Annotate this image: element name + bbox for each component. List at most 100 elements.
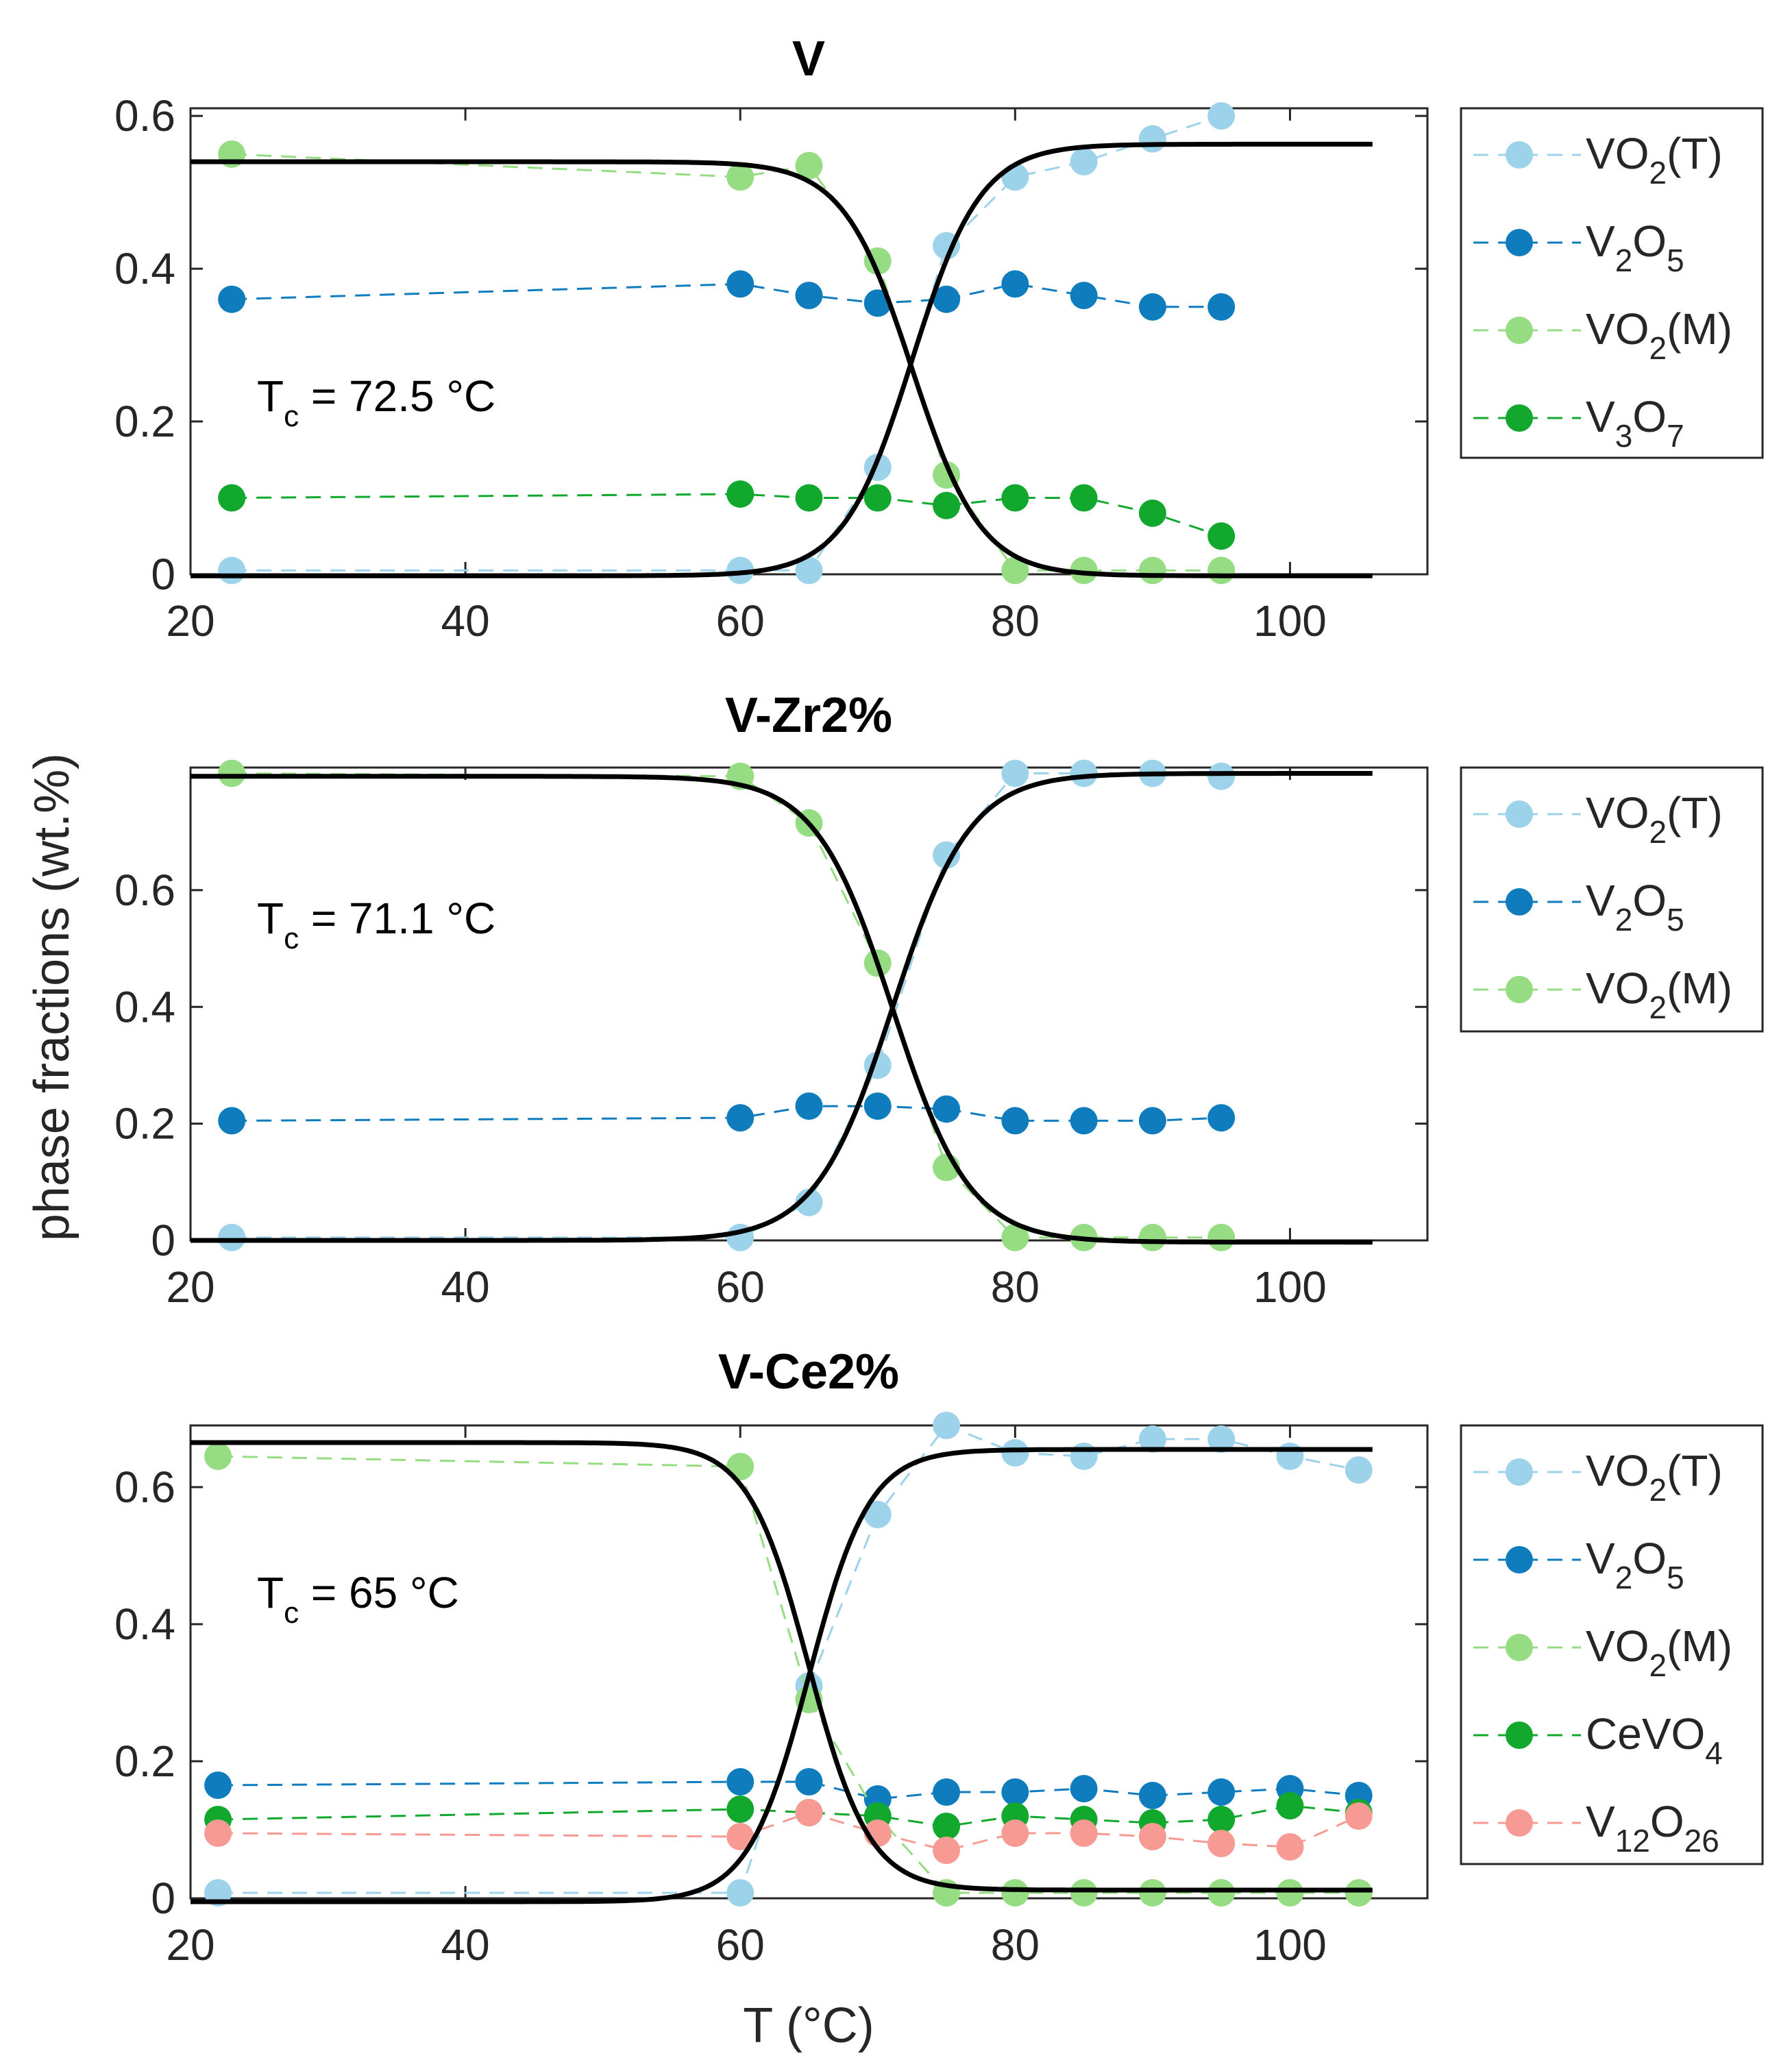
- x-tick-label: 20: [166, 1920, 214, 1970]
- panel-v-ce2: V-Ce2% Tc = 65 °C 20 40 60 80 100 0 0.2 0.4 0.6 V…: [114, 1345, 1764, 1970]
- x-tick-label: 40: [441, 1262, 490, 1312]
- data-point: [726, 556, 754, 585]
- data-point: [1207, 556, 1236, 585]
- legend-label-part: 5: [1667, 1560, 1684, 1595]
- axes-box: [189, 766, 1429, 1242]
- legend-label-part: (M): [1667, 964, 1732, 1013]
- data-point: [795, 556, 823, 585]
- legend-marker: [1506, 976, 1533, 1003]
- data-point: [726, 1768, 754, 1796]
- legend-label-part: 3: [1615, 418, 1633, 454]
- legend-label: V3O7: [1586, 392, 1684, 454]
- tc-symbol: T: [257, 894, 284, 943]
- data-point: [1345, 1456, 1373, 1484]
- data-point: [1070, 1879, 1098, 1907]
- fit-curve: [191, 1440, 1373, 1893]
- panel-v: V Tc = 72.5 °C 20 40 60 80 10000.20.40.6VO2(…: [114, 32, 1764, 646]
- tc-subscript: c: [284, 400, 299, 433]
- legend-label-part: (M): [1667, 1621, 1732, 1671]
- legend-label-part: V: [1586, 1797, 1615, 1846]
- legend-label: VO2(T): [1586, 788, 1723, 850]
- data-point: [1001, 484, 1029, 512]
- data-point: [1070, 759, 1098, 787]
- data-point: [1207, 1806, 1236, 1833]
- data-point: [1138, 499, 1166, 527]
- data-point: [1138, 1879, 1166, 1907]
- legend-label: V2O5: [1586, 1534, 1684, 1595]
- data-point: [1138, 1107, 1166, 1135]
- data-point: [1001, 1879, 1029, 1907]
- legend-label-part: 2: [1615, 243, 1633, 278]
- data-point: [933, 1813, 961, 1840]
- legend-marker: [1506, 1546, 1533, 1573]
- tc-subscript: c: [284, 922, 299, 955]
- y-tick-label: 0.2: [114, 1737, 175, 1786]
- y-tick-label: 0.2: [114, 397, 175, 446]
- y-tick-label: 0.6: [114, 91, 175, 140]
- legend-label-part: VO: [1586, 304, 1649, 354]
- legend-label-part: O: [1632, 876, 1667, 925]
- data-point: [1207, 293, 1236, 321]
- legend-marker: [1506, 229, 1533, 256]
- data-point: [726, 480, 754, 508]
- tc-annotation: Tc = 71.1 °C: [257, 894, 495, 955]
- legend-label-part: 4: [1705, 1735, 1723, 1771]
- data-point: [204, 1819, 232, 1847]
- legend-label-part: 5: [1667, 902, 1684, 938]
- legend-marker: [1506, 1634, 1533, 1661]
- x-tick-label: 40: [441, 596, 490, 646]
- x-tick-label: 100: [1253, 1262, 1327, 1312]
- data-point: [1070, 1775, 1098, 1802]
- y-tick-label: 0.4: [114, 982, 175, 1031]
- legend-label-part: 12: [1615, 1823, 1650, 1859]
- legend-marker: [1506, 888, 1533, 916]
- data-point: [933, 285, 961, 313]
- y-tick-label: 0.4: [114, 244, 175, 293]
- legend-label-part: O: [1650, 1797, 1684, 1846]
- legend-label-part: VO: [1586, 788, 1649, 837]
- data-point: [795, 282, 823, 310]
- y-tick-label: 0.2: [114, 1099, 175, 1149]
- legend-label-part: CeVO: [1586, 1709, 1705, 1758]
- data-point: [726, 163, 754, 191]
- data-point: [1001, 1107, 1029, 1135]
- data-point: [863, 1092, 892, 1120]
- fit-curve: [191, 1447, 1373, 1904]
- legend-label-part: 2: [1615, 902, 1633, 938]
- data-point: [1207, 1830, 1236, 1857]
- legend-label: VO2(M): [1586, 1621, 1732, 1683]
- legend-label-part: VO: [1586, 1621, 1649, 1671]
- legend-label: VO2(M): [1586, 964, 1732, 1025]
- data-point: [1207, 1104, 1236, 1132]
- data-point: [218, 484, 246, 512]
- data-point: [933, 1778, 961, 1806]
- legend-label-part: (T): [1667, 1446, 1723, 1495]
- data-point: [1001, 759, 1029, 787]
- legend-label-part: O: [1632, 392, 1667, 441]
- x-tick-label: 80: [991, 1262, 1040, 1312]
- data-point: [1138, 556, 1166, 585]
- data-point: [1207, 1425, 1236, 1453]
- legend-label: VO2(T): [1586, 1446, 1723, 1508]
- data-point: [1070, 484, 1098, 512]
- tc-value: = 65 °C: [299, 1568, 459, 1617]
- data-point: [795, 1768, 823, 1796]
- fit-curve: [191, 159, 1373, 578]
- data-point: [1207, 1879, 1236, 1907]
- tc-value: = 71.1 °C: [299, 894, 495, 943]
- data-point: [218, 556, 246, 585]
- legend-label-part: VO: [1586, 1446, 1649, 1495]
- series-line: [218, 1811, 1360, 1852]
- legend-label-part: 2: [1649, 1472, 1667, 1508]
- data-point: [1001, 270, 1029, 298]
- legend-label-part: O: [1632, 217, 1667, 266]
- legend-marker: [1506, 317, 1533, 344]
- fit-curve: [191, 141, 1373, 578]
- data-point: [795, 1188, 823, 1216]
- x-axis-label: T (°C): [743, 1998, 874, 2053]
- legend-marker: [1506, 1721, 1533, 1749]
- data-point: [1138, 293, 1166, 321]
- data-point: [1207, 1778, 1236, 1806]
- data-point: [933, 1837, 961, 1864]
